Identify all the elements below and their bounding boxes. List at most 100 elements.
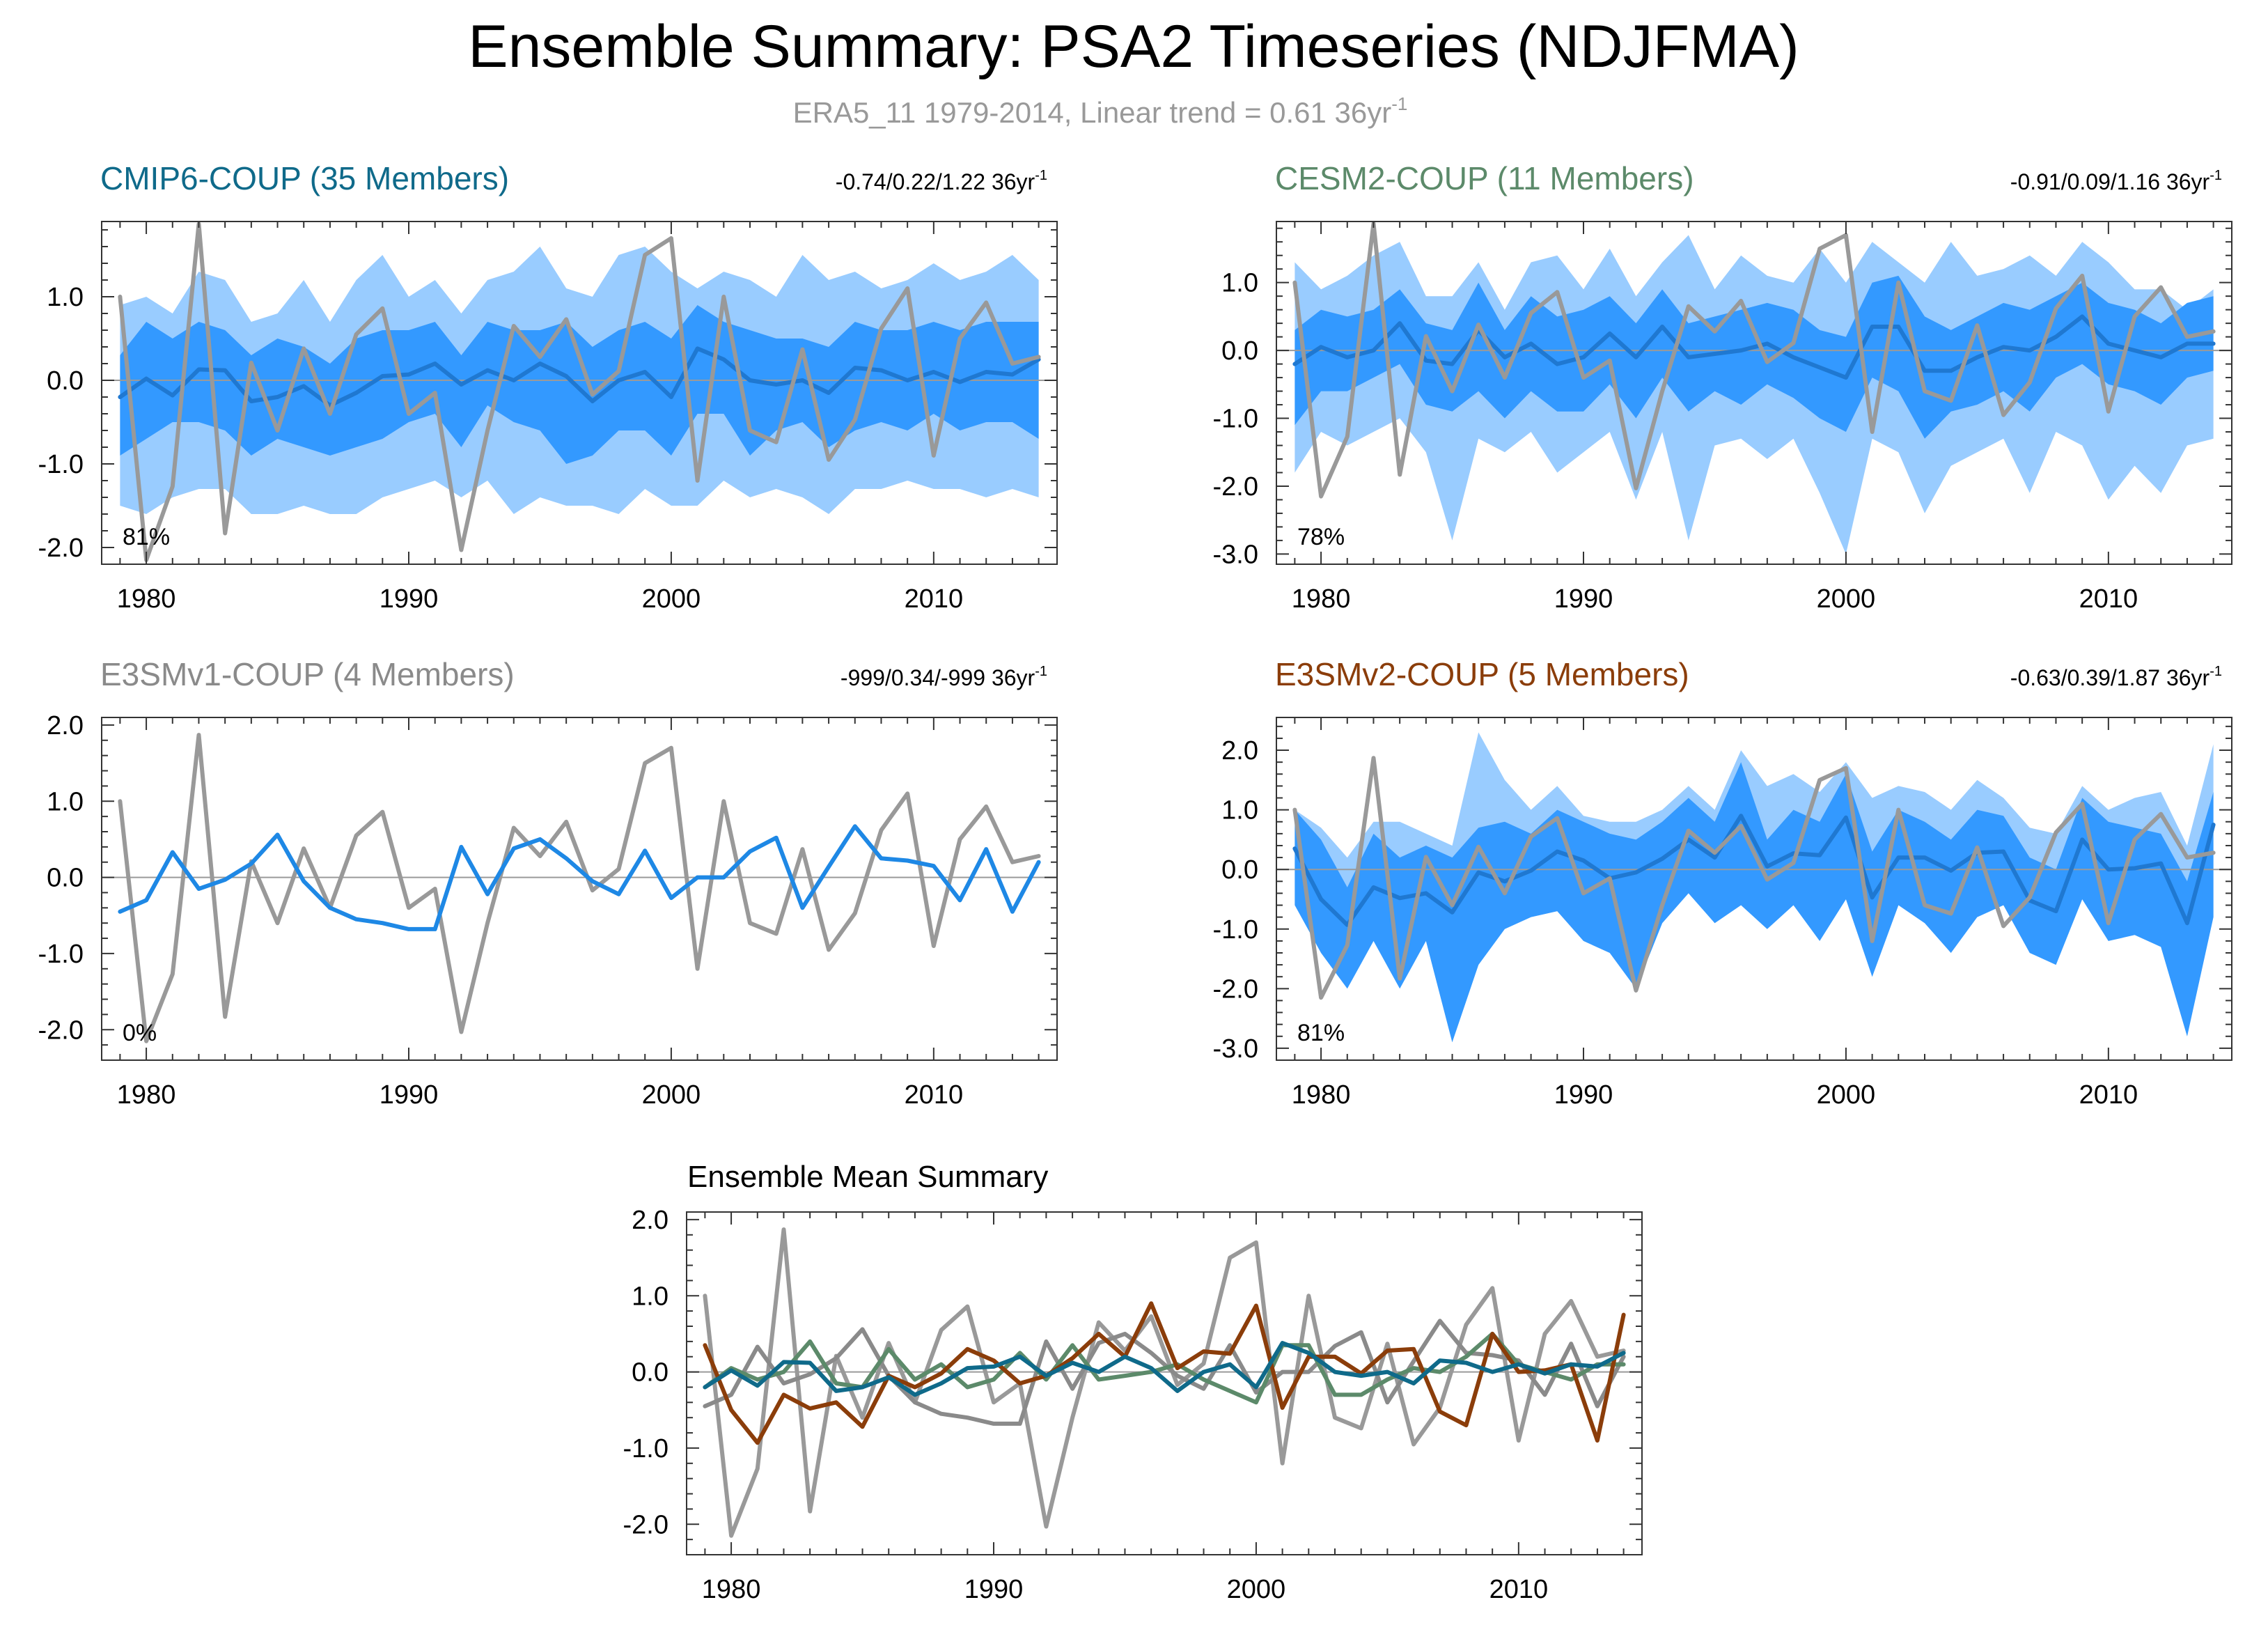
plot-frame xyxy=(686,1211,1643,1555)
x-tick-label: 2000 xyxy=(642,1080,701,1110)
y-tick-label: 2.0 xyxy=(47,711,84,740)
plot-area xyxy=(1276,732,2232,1043)
x-tick-label: 2010 xyxy=(905,584,964,614)
y-tick-label: -1.0 xyxy=(1213,915,1258,945)
trend-range-superscript: -1 xyxy=(2210,664,2222,679)
x-tick-label: 1980 xyxy=(1292,584,1351,614)
percent-label: 81% xyxy=(123,524,170,550)
x-tick-label: 1990 xyxy=(1554,1080,1613,1110)
y-tick-label: -3.0 xyxy=(1213,540,1258,569)
figure-title: Ensemble Summary: PSA2 Timeseries (NDJFM… xyxy=(468,13,1799,80)
x-tick-label: 2000 xyxy=(1817,584,1876,614)
series-line-cmip6-coup xyxy=(703,1341,1626,1397)
y-tick-label: -2.0 xyxy=(1213,974,1258,1004)
y-tick-label: -3.0 xyxy=(1213,1034,1258,1064)
plot-area xyxy=(102,222,1057,562)
trend-range-value: -999/0.34/-999 36yr xyxy=(840,665,1035,690)
ensemble-mean-line xyxy=(118,824,1041,931)
trend-range-value: -0.91/0.09/1.16 36yr xyxy=(2010,169,2210,194)
plot-frame xyxy=(101,221,1058,565)
y-tick-label: 0.0 xyxy=(1221,855,1258,885)
observed-era5-line xyxy=(1292,222,2216,499)
observed-era5-line xyxy=(118,733,1041,1043)
percent-label: 81% xyxy=(1297,1020,1345,1046)
y-tick-label: 0.0 xyxy=(47,864,84,893)
x-tick-label: 1980 xyxy=(117,584,176,614)
panel-title: CESM2-COUP (11 Members) xyxy=(1275,160,1694,196)
trend-range-superscript: -1 xyxy=(1035,664,1047,679)
trend-range-text: -0.63/0.39/1.87 36yr-1 xyxy=(2010,664,2222,690)
chart-panel-e3smv2: 1980 1990 2000 2010 -3.0 -2.0 -1.0 0.0 1.0 2.0 E3S… xyxy=(1213,656,2232,1110)
trend-range-superscript: -1 xyxy=(1035,168,1047,183)
y-tick-label: -1.0 xyxy=(623,1434,668,1463)
x-tick-label: 1990 xyxy=(964,1575,1024,1604)
y-tick-label: -2.0 xyxy=(38,534,84,563)
x-tick-label: 2010 xyxy=(1489,1575,1549,1604)
observed-era5-line xyxy=(118,222,1041,562)
plot-frame xyxy=(1276,717,2232,1061)
y-tick-label: 1.0 xyxy=(47,283,84,312)
spread-band-inner xyxy=(1295,275,2214,439)
trend-range-text: -999/0.34/-999 36yr-1 xyxy=(840,664,1047,690)
x-tick-label: 2000 xyxy=(642,584,701,614)
plot-frame xyxy=(1276,221,2232,565)
percent-label: 78% xyxy=(1297,524,1345,550)
x-tick-label: 1980 xyxy=(702,1575,761,1604)
plot-area xyxy=(102,733,1057,1043)
panel-title: E3SMv1-COUP (4 Members) xyxy=(100,656,515,692)
ensemble-mean-line xyxy=(118,346,1041,407)
panel-title: CMIP6-COUP (35 Members) xyxy=(100,160,509,196)
chart-panel-summary: 1980 1990 2000 2010 -2.0 -1.0 0.0 1.0 2.0 Ensembl… xyxy=(623,1160,1643,1604)
y-tick-label: -1.0 xyxy=(38,940,84,969)
x-tick-label: 1990 xyxy=(380,1080,439,1110)
chart-panel-cesm2: 1980 1990 2000 2010 -3.0 -2.0 -1.0 0.0 1.0 CESM2-… xyxy=(1213,160,2232,614)
series-line-era5-11 xyxy=(703,1227,1626,1538)
x-tick-label: 1980 xyxy=(1292,1080,1351,1110)
x-tick-label: 2010 xyxy=(2079,584,2138,614)
y-tick-label: -2.0 xyxy=(1213,472,1258,502)
y-tick-label: 0.0 xyxy=(1221,336,1258,366)
y-tick-label: 1.0 xyxy=(1221,269,1258,298)
y-tick-label: 1.0 xyxy=(1221,796,1258,825)
x-tick-label: 2000 xyxy=(1817,1080,1876,1110)
trend-range-value: -0.74/0.22/1.22 36yr xyxy=(836,169,1035,194)
y-tick-label: -1.0 xyxy=(1213,405,1258,434)
ensemble-mean-line xyxy=(1292,814,2216,927)
trend-range-superscript: -1 xyxy=(2210,168,2222,183)
panel-title: E3SMv2-COUP (5 Members) xyxy=(1275,656,1689,692)
plot-frame xyxy=(101,717,1058,1061)
ensemble-mean-line xyxy=(1292,314,2216,380)
figure-subtitle-superscript: -1 xyxy=(1391,93,1407,114)
x-tick-label: 1980 xyxy=(117,1080,176,1110)
y-tick-label: 1.0 xyxy=(632,1282,668,1311)
spread-band-inner xyxy=(1295,762,2214,1043)
chart-panels: 1980 1990 2000 2010 -2.0 -1.0 0.0 1.0 CMIP6-COUP… xyxy=(38,160,2232,1604)
y-tick-label: 0.0 xyxy=(632,1358,668,1388)
trend-range-text: -0.74/0.22/1.22 36yr-1 xyxy=(836,168,1047,194)
y-tick-label: -2.0 xyxy=(38,1016,84,1045)
spread-band-inner xyxy=(120,305,1039,464)
series-line-e3smv2-coup xyxy=(703,1301,1626,1445)
x-tick-label: 1990 xyxy=(380,584,439,614)
percent-label: 0% xyxy=(123,1020,157,1046)
chart-panel-cmip6: 1980 1990 2000 2010 -2.0 -1.0 0.0 1.0 CMIP6-COUP… xyxy=(38,160,1058,614)
trend-range-text: -0.91/0.09/1.16 36yr-1 xyxy=(2010,168,2222,194)
y-tick-label: 2.0 xyxy=(632,1206,668,1235)
figure-subtitle: ERA5_11 1979-2014, Linear trend = 0.61 3… xyxy=(793,93,1408,129)
x-tick-label: 1990 xyxy=(1554,584,1613,614)
trend-range-value: -0.63/0.39/1.87 36yr xyxy=(2010,665,2210,690)
y-tick-label: 2.0 xyxy=(1221,736,1258,766)
y-tick-label: 1.0 xyxy=(47,787,84,816)
plot-area xyxy=(1276,222,2232,554)
x-tick-label: 2010 xyxy=(905,1080,964,1110)
x-tick-label: 2000 xyxy=(1227,1575,1286,1604)
x-tick-label: 2010 xyxy=(2079,1080,2138,1110)
y-tick-label: -1.0 xyxy=(38,450,84,479)
figure-subtitle-text: ERA5_11 1979-2014, Linear trend = 0.61 3… xyxy=(793,96,1392,129)
y-tick-label: -2.0 xyxy=(623,1510,668,1539)
observed-era5-line xyxy=(1292,756,2216,1000)
chart-panel-e3smv1: 1980 1990 2000 2010 -2.0 -1.0 0.0 1.0 2.0 E3SMv1-… xyxy=(38,656,1058,1110)
panel-title: Ensemble Mean Summary xyxy=(687,1160,1048,1194)
plot-area xyxy=(687,1227,1642,1538)
